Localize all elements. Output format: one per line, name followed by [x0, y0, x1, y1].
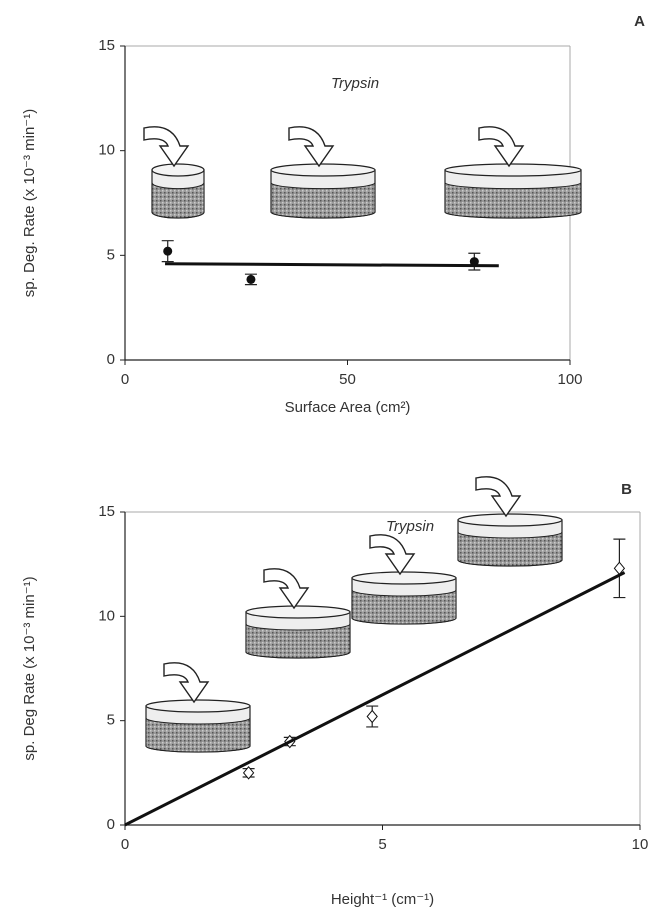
x-tick-label: 100 [557, 371, 582, 388]
data-point [246, 274, 256, 284]
y-tick-label: 5 [107, 246, 115, 263]
cylinder-top [145, 699, 251, 713]
x-axis-label: Height⁻¹ (cm⁻¹) [331, 891, 434, 908]
y-tick-label: 15 [98, 37, 115, 54]
arrow-icon [288, 126, 335, 168]
x-tick-label: 10 [632, 836, 649, 853]
y-axis-label: sp. Deg Rate (x 10⁻³ min⁻¹) [21, 576, 38, 760]
data-point [242, 766, 255, 780]
y-tick-label: 0 [107, 816, 115, 833]
y-axis-label: sp. Deg. Rate (x 10⁻³ min⁻¹) [21, 109, 38, 297]
panel-label: A [634, 13, 645, 30]
cylinder-fill [145, 717, 251, 753]
cylinder-top [351, 571, 457, 585]
cylinder-top [270, 163, 376, 177]
annotation: Trypsin [331, 75, 379, 92]
x-axis-label: Surface Area (cm²) [285, 399, 411, 416]
data-point [469, 257, 479, 267]
cylinder-icon [444, 126, 582, 219]
annotation: Trypsin [386, 518, 434, 535]
cylinder-icon [270, 126, 376, 219]
cylinder-fill [444, 182, 582, 219]
x-tick-label: 50 [339, 371, 356, 388]
y-tick-label: 10 [98, 142, 115, 159]
y-tick-label: 10 [98, 607, 115, 624]
cylinder-fill [270, 182, 376, 219]
arrow-icon [163, 662, 210, 704]
x-tick-label: 0 [121, 836, 129, 853]
arrow-icon [263, 568, 310, 610]
data-point [163, 246, 173, 256]
cylinder-fill [351, 589, 457, 625]
cylinder-icon [457, 476, 563, 567]
fit-line [124, 571, 626, 827]
cylinder-top [245, 605, 351, 619]
panel-label: B [621, 481, 632, 498]
y-tick-label: 5 [107, 712, 115, 729]
fit-line [165, 262, 499, 268]
arrow-icon [369, 534, 416, 576]
arrow-icon [143, 126, 190, 168]
cylinder-fill [245, 623, 351, 659]
cylinder-top [151, 163, 205, 177]
cylinder-fill [457, 531, 563, 567]
arrow-icon [475, 476, 522, 518]
cylinder-icon [145, 662, 251, 753]
cylinder-fill [151, 182, 205, 219]
cylinder-icon [245, 568, 351, 659]
y-tick-label: 15 [98, 503, 115, 520]
cylinder-top [444, 163, 582, 177]
data-point [366, 709, 378, 724]
arrow-icon [478, 126, 525, 168]
x-tick-label: 0 [121, 371, 129, 388]
cylinder-icon [143, 126, 205, 219]
y-tick-label: 0 [107, 351, 115, 368]
cylinder-icon [351, 534, 457, 625]
cylinder-top [457, 513, 563, 527]
x-tick-label: 5 [378, 836, 386, 853]
